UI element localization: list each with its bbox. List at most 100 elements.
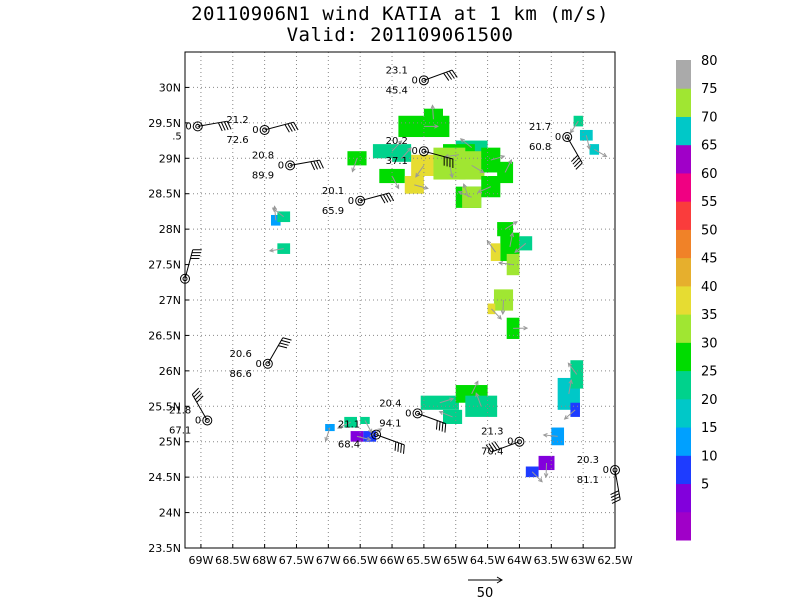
colorbar-segment: [676, 483, 691, 513]
wind-vector-head: [324, 436, 329, 442]
colorbar-segment: [676, 257, 691, 287]
wind-vector-head: [415, 172, 420, 178]
wind-barb: [375, 434, 405, 446]
wind-barb: [290, 159, 320, 166]
station-ring: [192, 121, 203, 132]
lat-tick-label: 24N: [159, 507, 181, 520]
wind-vector: [471, 381, 479, 395]
station-label-bottom: 60.8: [529, 142, 551, 153]
lat-tick-label: 25N: [159, 436, 181, 449]
wind-barb-flag: [494, 441, 501, 450]
wind-barb-flag: [196, 395, 204, 403]
station-label-bottom: 89.9: [252, 170, 274, 181]
wind-vectors: [268, 104, 608, 483]
wind-vector: [364, 420, 373, 433]
wind-vector-head: [479, 168, 485, 174]
wind-vector: [431, 105, 434, 120]
lat-tick-label: 27.5N: [148, 259, 181, 272]
map-frame: [184, 51, 616, 549]
wind-barb-flag: [193, 390, 201, 398]
wind-barb-flag: [400, 443, 402, 453]
station-label-bottom: 81.1: [577, 475, 599, 486]
wind-barb-flag: [313, 160, 319, 170]
station-label-top: 21.3: [481, 427, 503, 438]
station-center: [357, 198, 363, 204]
lon-tick-label: 66.5W: [342, 554, 377, 567]
wind-barb-flag: [441, 422, 444, 432]
station-label-mid: 0: [555, 132, 561, 143]
station: 21.7 0 60.8: [529, 122, 583, 170]
wind-cell: [404, 176, 424, 194]
station: 21.3 0 70.4: [481, 427, 525, 458]
wind-barb-flag: [281, 339, 291, 344]
station-label-mid: 0: [278, 160, 284, 171]
wind-barb: [423, 150, 453, 160]
colorbar-segment: [676, 398, 691, 428]
wind-vector-head: [438, 410, 444, 416]
vector-scale-label: 50: [477, 586, 494, 600]
wind-vector-head: [538, 477, 543, 483]
station-label-bottom: 72.6: [226, 135, 248, 146]
colorbar-segment: [676, 285, 691, 315]
wind-barb-flag: [611, 496, 620, 501]
colorbar-segment: [676, 116, 691, 146]
wind-vector: [337, 421, 351, 429]
colorbar-segment: [676, 172, 691, 202]
wind-cell: [443, 409, 463, 424]
wind-vector-head: [602, 152, 608, 157]
station-label-top: 20.8: [252, 150, 274, 161]
wind-barb-flag: [438, 421, 441, 431]
wind-barb-flag: [572, 157, 580, 165]
wind-barb-flag: [394, 441, 397, 451]
wind-barb-flag: [220, 122, 226, 131]
longitude-tick-labels: 69W 68.5W 68W 67.5W 67W 66.5W 66W 65.5W 65W 64.5W…: [188, 554, 632, 567]
wind-vector-head: [500, 310, 506, 316]
wind-vector-head: [586, 144, 591, 150]
station-center: [516, 439, 522, 445]
wind-barb: [614, 469, 621, 500]
wind-vector-head: [514, 248, 520, 254]
colorbar-segment: [676, 314, 691, 343]
wind-barb-flag: [279, 342, 289, 346]
wind-cell: [525, 466, 539, 478]
wind-vector-head: [542, 433, 548, 438]
wind-vector: [439, 398, 454, 404]
colorbar-label: 45: [701, 252, 718, 267]
station: 20.4 0 94.1: [379, 398, 447, 433]
colorbar-segment: [676, 455, 691, 485]
wind-vector: [514, 242, 527, 253]
wind-barb-flag: [217, 122, 223, 132]
wind-barb-flag: [191, 387, 200, 395]
wind-barb: [423, 69, 453, 81]
wind-vector-head: [434, 124, 439, 129]
title-line-1: 20110906N1 wind KATIA at 1 km (m/s): [191, 3, 609, 25]
colorbar-segment: [676, 229, 691, 259]
wind-barb-flag: [287, 123, 293, 132]
wind-barb-flag: [397, 442, 400, 452]
station-label-mid: 0: [348, 196, 354, 207]
wind-barb-flag: [380, 195, 386, 204]
wind-barb: [360, 192, 390, 202]
station: 21.1 68.4: [338, 420, 405, 454]
wind-vector: [415, 165, 425, 178]
wind-vector: [543, 434, 558, 437]
wind-barb: [184, 249, 194, 279]
wind-vector-head: [449, 173, 454, 179]
wind-barb-flag: [293, 121, 299, 131]
station-center: [373, 432, 379, 438]
wind-vector-head: [476, 188, 483, 194]
lon-tick-label: 62.5W: [597, 554, 632, 567]
station-label-mid: 0: [255, 359, 261, 370]
wind-vector-head: [271, 207, 277, 212]
wind-barb-flag: [444, 423, 447, 433]
wind-barb: [191, 394, 208, 421]
station-ring: [371, 429, 382, 440]
station: 20.8 0 89.9: [252, 150, 324, 181]
station-label-mid: 0: [412, 146, 418, 157]
wind-vector: [477, 186, 491, 193]
station-label-top: 21.1: [338, 420, 360, 431]
colorbar-segment: [676, 342, 691, 372]
wind-barb-flag: [310, 161, 316, 171]
wind-vector-head: [567, 362, 573, 368]
wind-barb: [491, 441, 520, 453]
